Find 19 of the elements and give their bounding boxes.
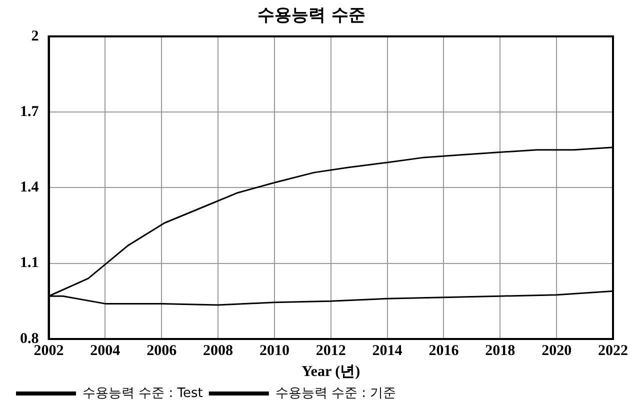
y-tick-label: 1.4 — [20, 180, 40, 196]
x-tick-label: 2008 — [203, 342, 234, 359]
y-tick-label: 2 — [31, 28, 39, 44]
x-tick-label: 2018 — [485, 342, 516, 359]
x-tick-label: 2016 — [428, 342, 460, 359]
x-tick-label: 2012 — [316, 342, 346, 359]
y-tick-label: 1.7 — [20, 104, 40, 120]
x-tick-label: 2010 — [259, 342, 290, 359]
x-tick-label: 2004 — [90, 342, 121, 359]
legend-label: 수용능력 수준 : 기준 — [275, 386, 396, 401]
x-tick-label: 2002 — [34, 342, 64, 359]
x-tick-label: 2020 — [542, 342, 572, 359]
chart-title: 수용능력 수준 — [258, 6, 366, 26]
x-tick-label: 2014 — [372, 342, 403, 359]
x-tick-label: 2006 — [146, 342, 178, 359]
x-axis-title: Year (년) — [302, 364, 360, 380]
x-tick-label: 2022 — [598, 342, 628, 359]
legend-label: 수용능력 수준 : Test — [82, 386, 203, 401]
y-tick-label: 1.1 — [20, 255, 39, 272]
